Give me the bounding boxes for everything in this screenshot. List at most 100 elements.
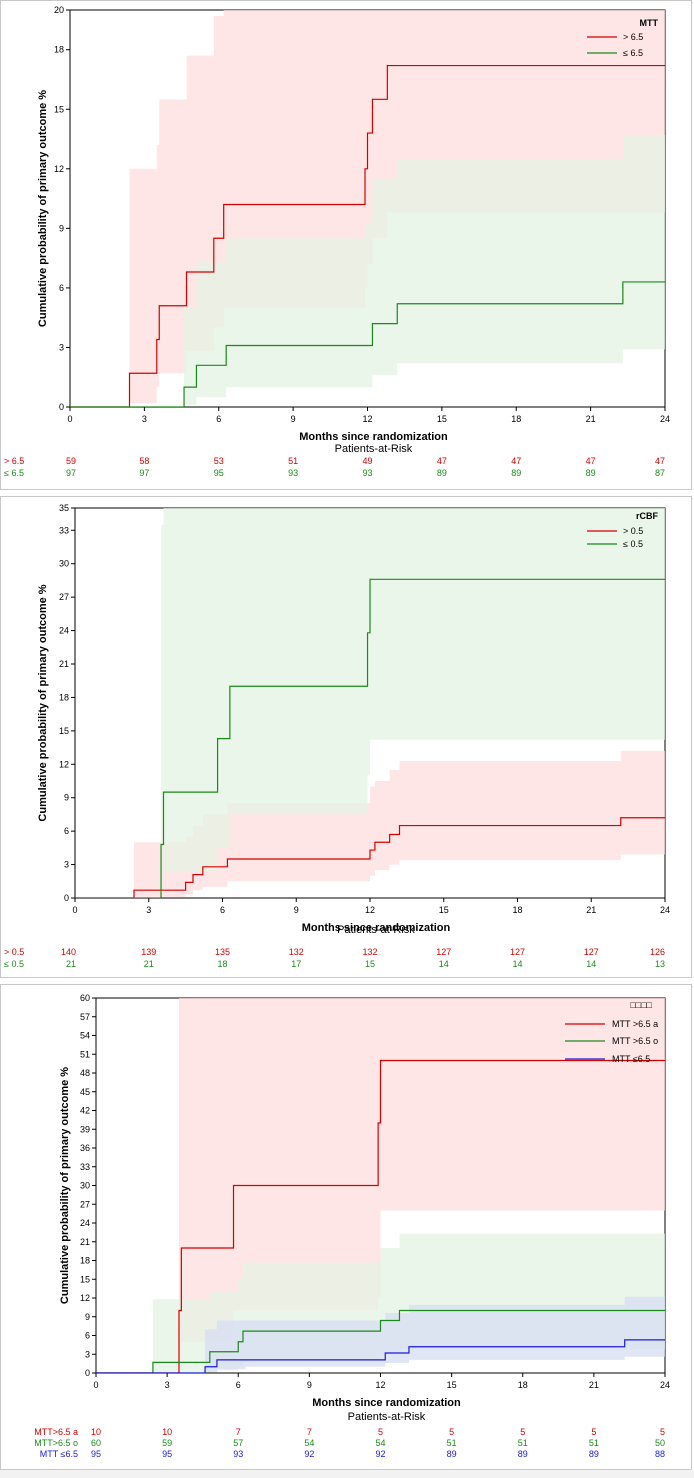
x-tick-label: 18 [511, 414, 521, 424]
y-tick-label: 9 [85, 1312, 90, 1322]
y-tick-label: 21 [59, 659, 69, 669]
risk-value: 14 [512, 959, 522, 969]
risk-value: 5 [449, 1427, 454, 1437]
risk-value: 5 [660, 1427, 665, 1437]
risk-value: 15 [365, 959, 375, 969]
risk-value: 127 [584, 947, 599, 957]
risk-value: 14 [439, 959, 449, 969]
risk-value: 5 [520, 1427, 525, 1437]
x-tick-label: 21 [589, 1380, 599, 1390]
legend-label-1: > 6.5 [623, 32, 643, 42]
risk-value: 89 [518, 1449, 528, 1459]
y-tick-label: 12 [54, 164, 64, 174]
risk-value: 14 [586, 959, 596, 969]
risk-value: 47 [586, 456, 596, 466]
risk-value: 51 [589, 1438, 599, 1448]
y-tick-label: 57 [80, 1012, 90, 1022]
risk-value: 21 [144, 959, 154, 969]
plot-layer [70, 10, 665, 407]
x-tick-label: 9 [294, 905, 299, 915]
x-tick-label: 6 [236, 1380, 241, 1390]
risk-value: 54 [375, 1438, 385, 1448]
risk-value: 93 [288, 468, 298, 478]
risk-value: 132 [362, 947, 377, 957]
risk-table-title: Patients-at-Risk [335, 443, 413, 455]
risk-value: 95 [91, 1449, 101, 1459]
y-tick-label: 12 [59, 759, 69, 769]
x-tick-label: 24 [660, 905, 670, 915]
risk-value: 88 [655, 1449, 665, 1459]
x-tick-label: 18 [518, 1380, 528, 1390]
risk-value: 135 [215, 947, 230, 957]
x-tick-label: 24 [660, 414, 670, 424]
y-tick-label: 27 [59, 592, 69, 602]
risk-value: 17 [291, 959, 301, 969]
y-tick-label: 12 [80, 1293, 90, 1303]
x-axis-label: Months since randomization [312, 1397, 461, 1409]
risk-value: 51 [518, 1438, 528, 1448]
risk-value: 97 [66, 468, 76, 478]
risk-table-title: Patients-at-Risk [348, 1411, 426, 1423]
risk-row-label: MTT ≤6.5 [40, 1449, 78, 1459]
risk-value: 97 [139, 468, 149, 478]
x-tick-label: 18 [512, 905, 522, 915]
risk-value: 47 [655, 456, 665, 466]
risk-value: 47 [437, 456, 447, 466]
km-curve-1 [70, 64, 665, 407]
x-tick-label: 9 [307, 1380, 312, 1390]
confidence-band-2 [75, 508, 665, 898]
y-axis-label: Cumulative probability of primary outcom… [37, 584, 49, 821]
risk-value: 89 [511, 468, 521, 478]
y-tick-label: 36 [80, 1143, 90, 1153]
x-tick-label: 9 [291, 414, 296, 424]
risk-value: 140 [61, 947, 76, 957]
risk-value: 132 [289, 947, 304, 957]
risk-value: 127 [510, 947, 525, 957]
y-tick-label: 6 [64, 826, 69, 836]
risk-row-label: ≤ 6.5 [4, 468, 24, 478]
x-tick-label: 12 [362, 414, 372, 424]
risk-value: 21 [66, 959, 76, 969]
y-tick-label: 3 [59, 342, 64, 352]
risk-value: 89 [586, 468, 596, 478]
risk-value: 92 [304, 1449, 314, 1459]
risk-value: 87 [655, 468, 665, 478]
km-panel-combined: 0 3 6 9 12 15 18 21 24 0 3 6 9 12 15 18 21 24 27 30 33 36 39 42… [0, 984, 694, 1470]
y-tick-label: 15 [80, 1274, 90, 1284]
risk-value: 126 [650, 947, 665, 957]
confidence-band-1 [75, 750, 665, 898]
risk-row-label: MTT>6.5 o [34, 1438, 78, 1448]
risk-row-label: MTT>6.5 a [34, 1427, 78, 1437]
km-panel-rcbf: 0 3 6 9 12 15 18 21 24 0 3 6 9 12 15 18 21 24 27 30 33 35 Mont… [0, 496, 694, 978]
y-tick-label: 30 [80, 1181, 90, 1191]
risk-value: 93 [233, 1449, 243, 1459]
y-tick-label: 3 [64, 860, 69, 870]
y-tick-label: 6 [59, 283, 64, 293]
page-footer [0, 1470, 694, 1478]
risk-value: 89 [447, 1449, 457, 1459]
y-tick-label: 45 [80, 1087, 90, 1097]
risk-value: 57 [233, 1438, 243, 1448]
y-axis-label: Cumulative probability of primary outcom… [59, 1067, 71, 1304]
risk-value: 127 [436, 947, 451, 957]
risk-value: 89 [437, 468, 447, 478]
risk-row-label: > 6.5 [4, 456, 24, 466]
legend-label-1: MTT >6.5 a [612, 1019, 658, 1029]
legend-title: □□□□ [630, 1000, 652, 1010]
legend-title: MTT [640, 18, 659, 28]
x-tick-label: 15 [437, 414, 447, 424]
risk-value: 59 [162, 1438, 172, 1448]
risk-row-label: > 0.5 [4, 947, 24, 957]
y-tick-label: 54 [80, 1031, 90, 1041]
legend-label-3: MTT ≤6.5 [612, 1054, 650, 1064]
x-tick-label: 12 [365, 905, 375, 915]
confidence-band-2 [70, 135, 665, 407]
y-axis-label: Cumulative probability of primary outcom… [37, 90, 49, 327]
x-tick-label: 12 [375, 1380, 385, 1390]
risk-value: 59 [66, 456, 76, 466]
y-tick-label: 9 [64, 793, 69, 803]
x-tick-label: 21 [586, 414, 596, 424]
km-chart-rcbf: 0 3 6 9 12 15 18 21 24 0 3 6 9 12 15 18 21 24 27 30 33 35 Mont… [4, 503, 670, 969]
risk-value: 50 [655, 1438, 665, 1448]
x-tick-label: 15 [439, 905, 449, 915]
